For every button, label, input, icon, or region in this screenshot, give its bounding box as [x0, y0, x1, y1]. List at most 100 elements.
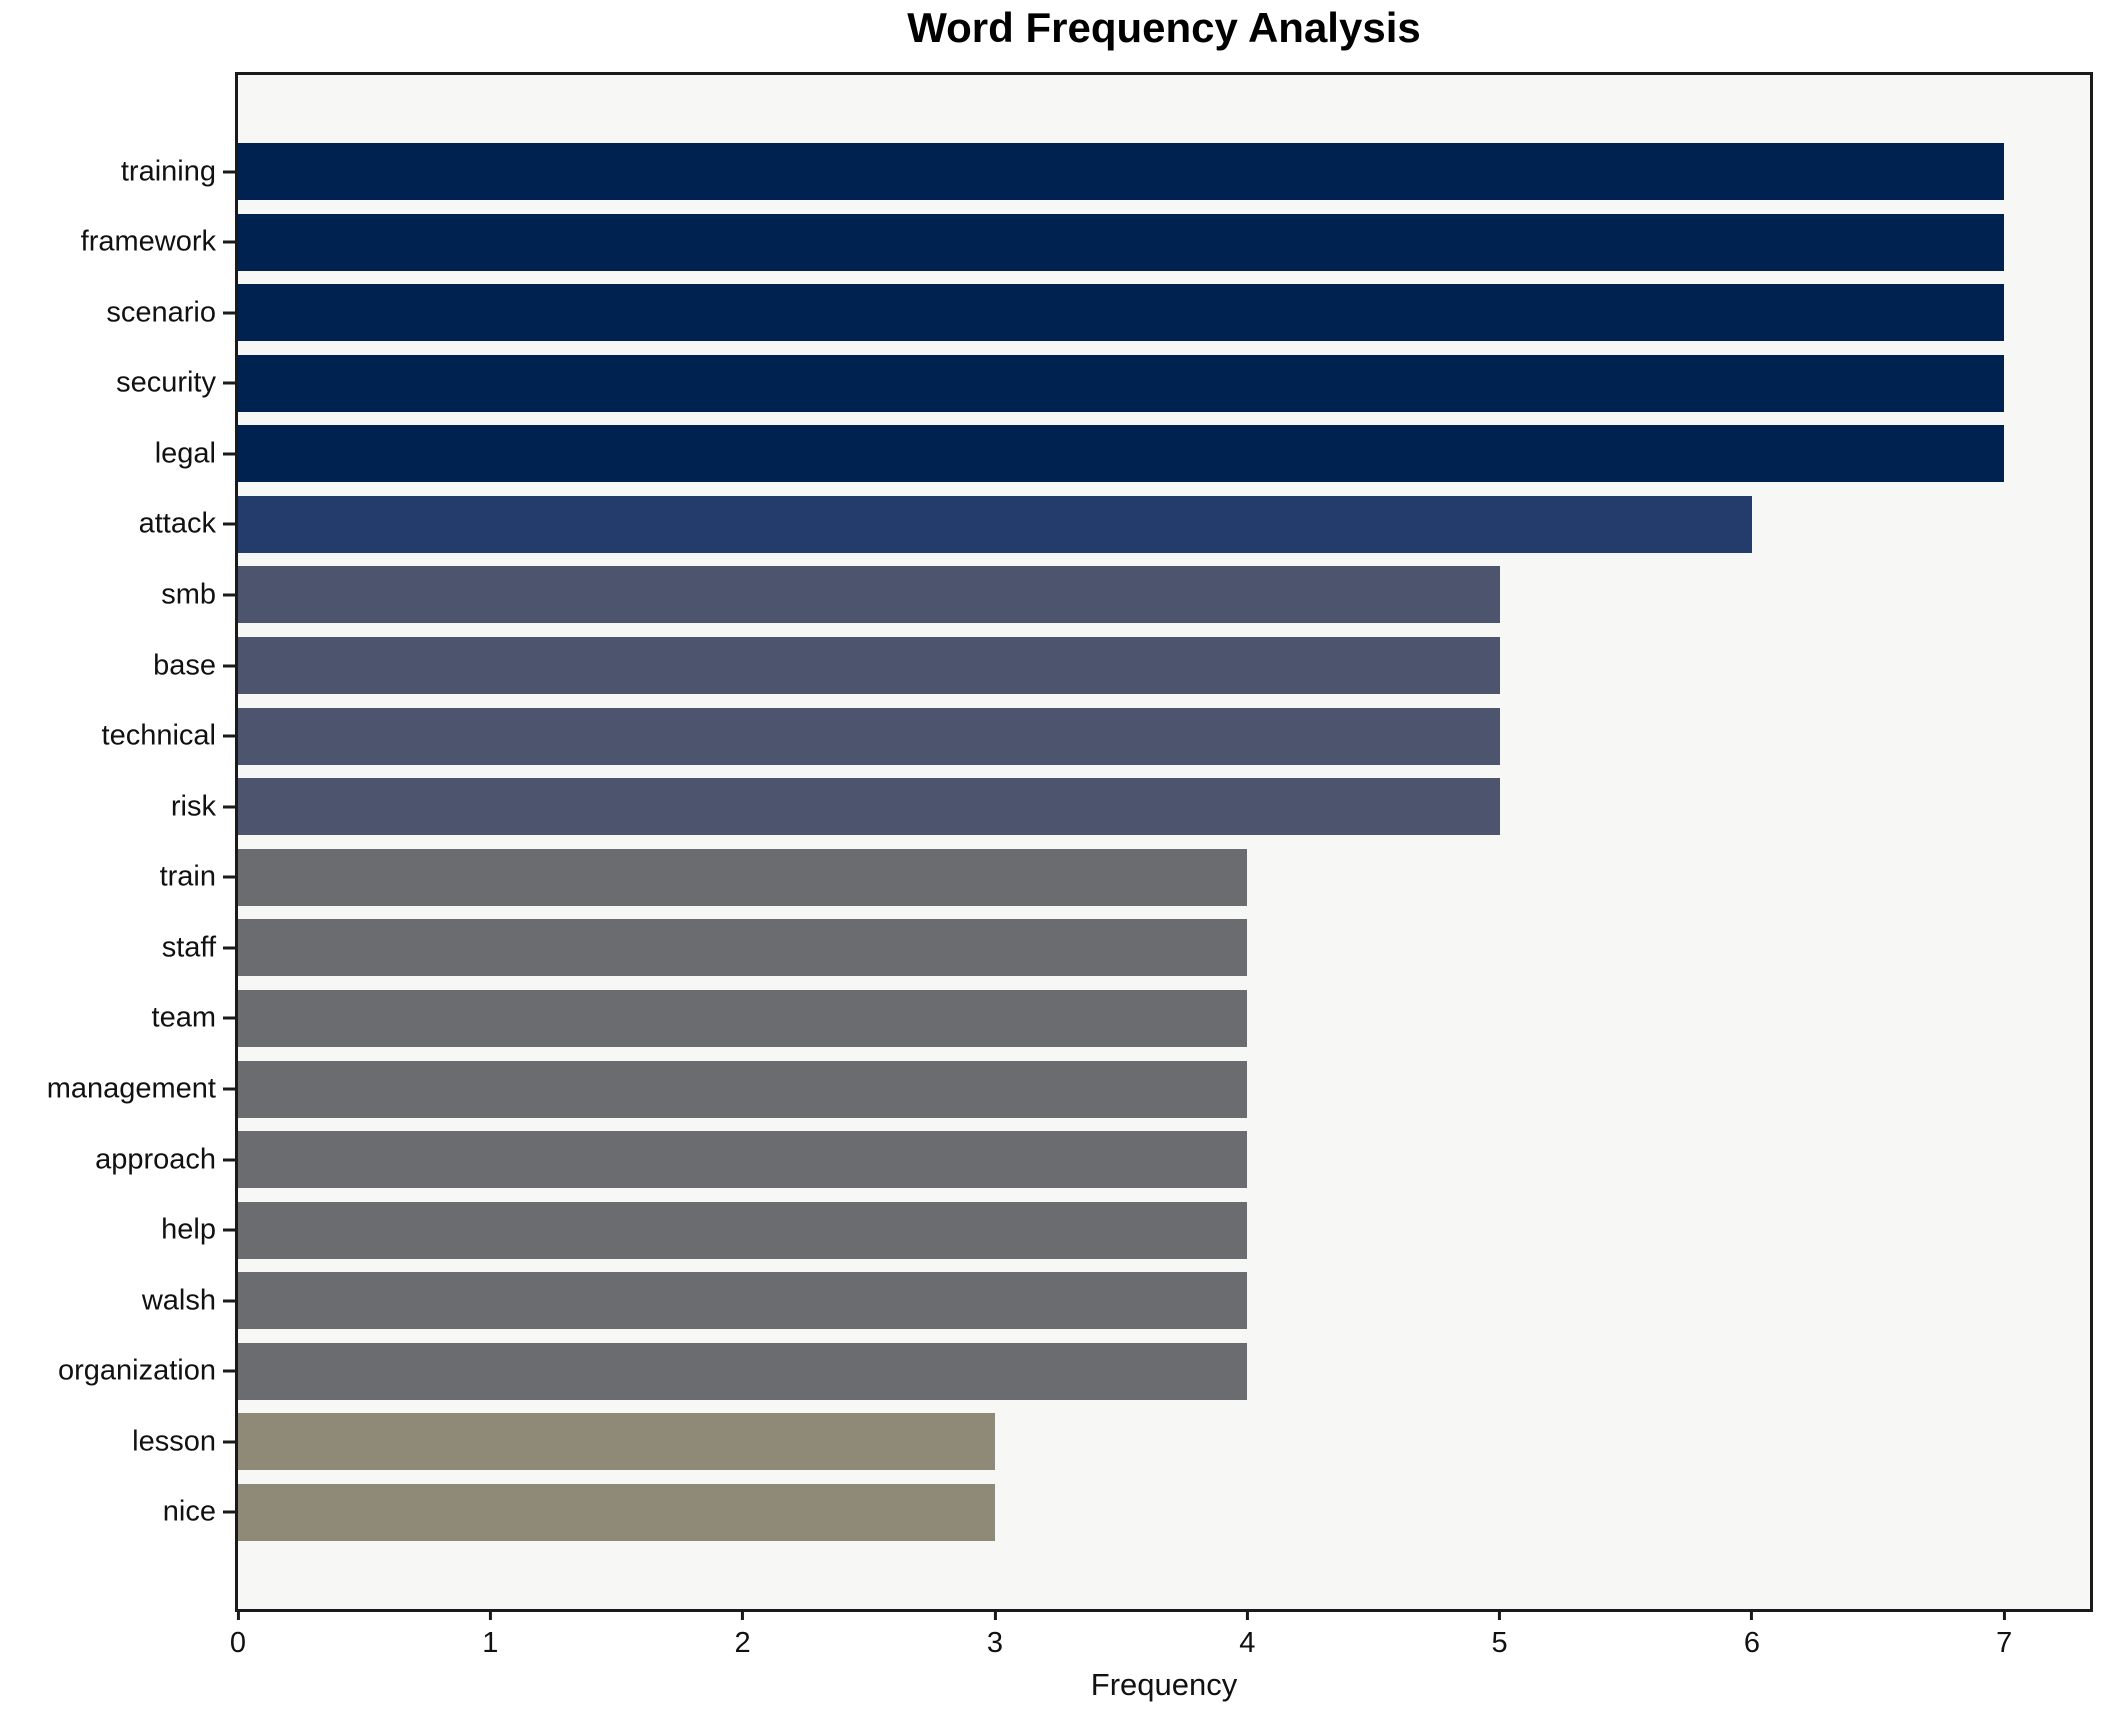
- bar-row: technical: [102, 707, 2090, 765]
- bar: [238, 1060, 1248, 1118]
- bar: [238, 707, 1500, 765]
- bar-row: train: [160, 848, 2090, 906]
- x-tick: 5: [1492, 1609, 1508, 1660]
- x-tick-mark: [993, 1609, 997, 1620]
- bar: [238, 848, 1248, 906]
- bar-row: attack: [139, 495, 2090, 553]
- bar: [238, 425, 2005, 483]
- bar: [238, 1342, 1248, 1400]
- category-label: nice: [162, 1495, 216, 1528]
- y-tick-mark: [223, 1510, 235, 1514]
- category-label: approach: [95, 1143, 216, 1176]
- category-label: training: [120, 155, 216, 187]
- x-tick-label: 2: [734, 1627, 751, 1659]
- category-label: organization: [58, 1354, 216, 1387]
- y-tick-mark: [223, 522, 235, 526]
- x-tick-label: 5: [1491, 1627, 1508, 1659]
- bar-row: help: [161, 1201, 2090, 1259]
- category-label: security: [116, 366, 216, 399]
- category-label: scenario: [106, 296, 216, 329]
- bar-row: framework: [81, 213, 2090, 271]
- bars-container: training framework scenario security legal at…: [47, 75, 2090, 1609]
- y-tick-mark: [223, 170, 235, 173]
- y-tick-mark: [223, 1369, 235, 1373]
- bar-row: legal: [155, 425, 2090, 483]
- category-label: help: [161, 1213, 216, 1246]
- x-tick-mark: [741, 1609, 745, 1620]
- bar: [238, 989, 1248, 1047]
- category-label: team: [151, 1001, 216, 1034]
- bar-row: nice: [163, 1483, 2090, 1541]
- x-tick: 3: [987, 1609, 1003, 1660]
- category-label: walsh: [141, 1284, 216, 1317]
- bar-row: walsh: [142, 1272, 2090, 1330]
- x-tick: 6: [1744, 1609, 1760, 1660]
- category-label: smb: [161, 578, 216, 611]
- chart-title: Word Frequency Analysis: [907, 4, 1421, 51]
- category-label: management: [46, 1072, 216, 1105]
- x-tick: 1: [482, 1609, 498, 1660]
- x-tick-label: 4: [1239, 1627, 1256, 1659]
- category-label: framework: [80, 225, 216, 258]
- y-tick-mark: [223, 1016, 235, 1020]
- bar: [238, 919, 1248, 977]
- x-tick-mark: [236, 1609, 240, 1620]
- category-label: lesson: [132, 1425, 216, 1458]
- y-tick-mark: [223, 805, 235, 809]
- x-tick: 2: [735, 1609, 751, 1660]
- category-label: legal: [154, 437, 216, 470]
- x-tick-label: 6: [1743, 1627, 1760, 1659]
- bar: [238, 778, 1500, 836]
- x-tick-label: 0: [229, 1627, 247, 1659]
- bar-row: management: [47, 1060, 2090, 1118]
- bar: [238, 1413, 995, 1471]
- bar-row: smb: [161, 566, 2090, 624]
- bar-row: training: [121, 143, 2090, 200]
- bar: [238, 284, 2005, 342]
- y-tick-mark: [223, 381, 235, 385]
- bar-row: lesson: [132, 1413, 2090, 1471]
- category-label: technical: [101, 719, 216, 752]
- bar-row: scenario: [106, 284, 2090, 342]
- y-tick-mark: [223, 1158, 235, 1162]
- bar: [238, 143, 2005, 200]
- x-axis-label: Frequency: [1090, 1667, 1238, 1702]
- category-label: risk: [170, 790, 216, 823]
- y-tick-mark: [223, 946, 235, 950]
- plot-area: training framework scenario security legal at…: [47, 72, 2093, 1702]
- x-tick-mark: [1498, 1609, 1502, 1620]
- x-tick-label: 7: [1996, 1627, 2013, 1659]
- y-tick-mark: [223, 1087, 235, 1091]
- x-tick-mark: [1245, 1609, 1249, 1620]
- x-tick-mark: [1750, 1609, 1754, 1620]
- bar: [238, 1483, 995, 1541]
- x-tick: 4: [1239, 1609, 1255, 1660]
- x-tick-label: 3: [986, 1627, 1004, 1659]
- bar-row: base: [153, 637, 2090, 695]
- bar-row: approach: [95, 1131, 2090, 1189]
- category-label: train: [159, 860, 216, 893]
- x-tick: 0: [230, 1609, 246, 1660]
- x-tick-mark: [488, 1609, 492, 1620]
- bar: [238, 1201, 1248, 1259]
- bar-row: risk: [171, 778, 2090, 836]
- bar: [238, 213, 2005, 271]
- y-tick-mark: [223, 593, 235, 597]
- y-tick-mark: [223, 452, 235, 456]
- y-tick-mark: [223, 664, 235, 668]
- y-tick-mark: [223, 1299, 235, 1303]
- category-label: attack: [138, 507, 216, 540]
- bar: [238, 637, 1500, 695]
- bar-row: security: [116, 354, 2090, 412]
- category-label: staff: [161, 931, 216, 964]
- bar: [238, 354, 2005, 412]
- y-tick-mark: [223, 311, 235, 315]
- y-tick-mark: [223, 1228, 235, 1232]
- bar: [238, 1131, 1248, 1189]
- y-tick-mark: [223, 875, 235, 879]
- x-tick-label: 1: [482, 1627, 499, 1659]
- bar-row: team: [152, 989, 2090, 1047]
- bar-row: staff: [162, 919, 2090, 977]
- x-tick: 7: [1996, 1609, 2012, 1660]
